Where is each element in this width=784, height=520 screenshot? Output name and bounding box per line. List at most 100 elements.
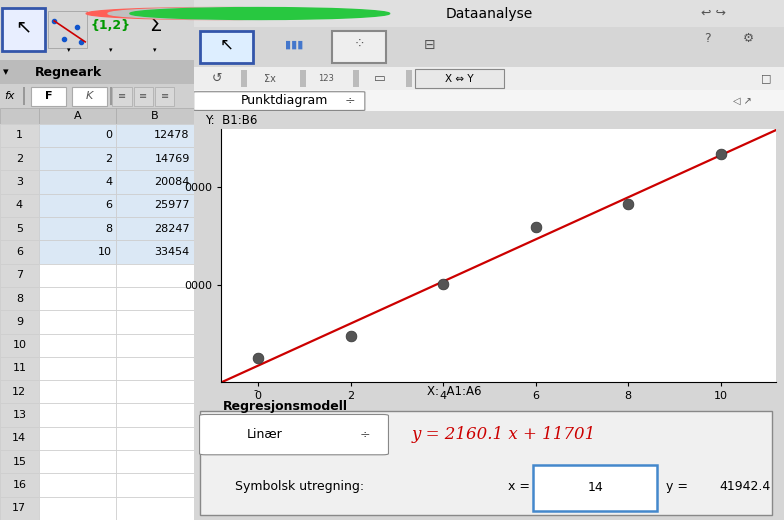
Text: Punktdiagram: Punktdiagram (241, 94, 328, 107)
Text: ▭: ▭ (374, 72, 386, 85)
Text: 14769: 14769 (154, 154, 190, 164)
Bar (31, 87, 66, 106)
Text: Y:  B1:B6: Y: B1:B6 (205, 113, 258, 126)
Text: 4: 4 (105, 177, 112, 187)
Text: y =: y = (666, 480, 688, 493)
Text: ≡: ≡ (161, 91, 169, 101)
Bar (38, 240, 116, 264)
Text: 2: 2 (105, 154, 112, 164)
Bar (0, 380, 38, 404)
Text: 20084: 20084 (154, 177, 190, 187)
Bar (38, 333, 116, 357)
Bar (112, 87, 132, 106)
Text: ⊟: ⊟ (424, 38, 436, 52)
Text: Dataanalyse: Dataanalyse (445, 7, 532, 20)
Bar (0, 427, 38, 450)
Bar (2, 8, 45, 51)
Text: ↖: ↖ (15, 17, 31, 36)
Text: 25977: 25977 (154, 200, 190, 210)
Bar (38, 147, 116, 171)
Circle shape (108, 8, 368, 19)
Text: 12: 12 (13, 387, 27, 397)
Text: -: - (253, 385, 257, 395)
Text: 7: 7 (16, 270, 23, 280)
Text: 2: 2 (16, 154, 23, 164)
FancyBboxPatch shape (194, 92, 365, 110)
Bar (38, 357, 116, 380)
Bar (38, 124, 116, 147)
Bar (38, 310, 116, 333)
Bar (241, 70, 247, 87)
Text: fx: fx (5, 91, 15, 101)
Text: 28247: 28247 (154, 224, 190, 233)
Point (714, 150, 727, 158)
Bar (116, 473, 194, 497)
Bar (116, 147, 194, 171)
Bar (38, 497, 116, 520)
Bar (0, 240, 38, 264)
Text: y = 2160.1 x + 11701: y = 2160.1 x + 11701 (412, 426, 597, 443)
Text: ⁘: ⁘ (353, 38, 365, 52)
Bar (0, 171, 38, 193)
Bar (71, 87, 107, 106)
Bar (0, 147, 38, 171)
Text: Σ: Σ (149, 16, 161, 35)
Text: ↺: ↺ (212, 72, 223, 85)
Bar (24, 87, 25, 105)
Bar (116, 497, 194, 520)
Bar (0, 264, 38, 287)
Bar (49, 11, 87, 48)
Text: 41942.4: 41942.4 (719, 480, 771, 493)
Text: 4: 4 (16, 200, 23, 210)
Bar (116, 380, 194, 404)
Text: ⚙: ⚙ (743, 32, 754, 45)
Bar (38, 380, 116, 404)
Text: ▮▮▮: ▮▮▮ (285, 40, 303, 50)
Text: 12478: 12478 (154, 131, 190, 140)
Text: 8: 8 (16, 294, 23, 304)
Bar (0, 357, 38, 380)
Bar (116, 264, 194, 287)
Text: ▾: ▾ (67, 47, 71, 53)
Bar (38, 171, 116, 193)
Text: K: K (85, 91, 93, 101)
Bar (116, 217, 194, 240)
Bar (0, 310, 38, 333)
Text: 9: 9 (16, 317, 23, 327)
Bar (38, 217, 116, 240)
Bar (38, 404, 116, 427)
Text: Regneark: Regneark (34, 66, 102, 79)
Bar (415, 69, 503, 88)
Text: 1: 1 (16, 131, 23, 140)
Text: 16: 16 (13, 480, 27, 490)
FancyBboxPatch shape (200, 414, 388, 455)
Text: ≡: ≡ (140, 91, 147, 101)
Text: ÷: ÷ (360, 428, 370, 441)
Bar (38, 473, 116, 497)
Text: 0: 0 (105, 131, 112, 140)
Bar (116, 427, 194, 450)
Text: ▾: ▾ (153, 47, 157, 53)
Text: 15: 15 (13, 457, 27, 467)
Bar (38, 193, 116, 217)
Text: Σx: Σx (264, 73, 276, 84)
Bar (38, 264, 116, 287)
Text: X ⇔ Y: X ⇔ Y (445, 73, 474, 84)
Circle shape (130, 8, 390, 19)
Bar (0, 473, 38, 497)
Text: 6: 6 (105, 200, 112, 210)
Bar (353, 70, 359, 87)
Text: X:  A1:A6: X: A1:A6 (427, 385, 481, 398)
Bar (200, 31, 252, 62)
Text: Regresjonsmodell: Regresjonsmodell (223, 400, 348, 413)
Point (344, 332, 357, 340)
Text: 14: 14 (13, 434, 27, 444)
Text: ÷: ÷ (345, 94, 355, 107)
Text: {1,2}: {1,2} (90, 19, 130, 32)
Text: B: B (151, 111, 158, 121)
Text: 123: 123 (318, 74, 335, 83)
Bar (111, 87, 112, 105)
Text: ▾: ▾ (3, 67, 9, 77)
Bar (155, 87, 174, 106)
Point (529, 223, 542, 231)
